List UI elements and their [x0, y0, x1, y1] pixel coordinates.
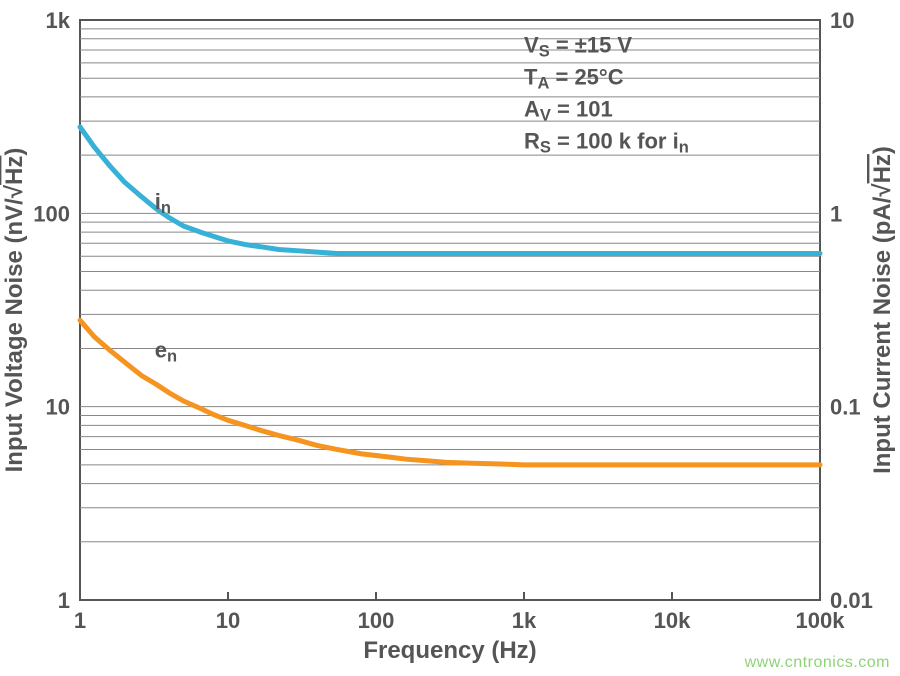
y-right-tick-label: 1: [830, 201, 842, 226]
series-label: en: [155, 337, 177, 365]
y-right-tick-label: 0.1: [830, 395, 861, 420]
noise-chart: inen1101001k10k100k1101001k0.010.1110Fre…: [0, 0, 900, 676]
chart-svg: inen1101001k10k100k1101001k0.010.1110Fre…: [0, 0, 900, 676]
plot-border: [80, 20, 820, 600]
y-right-axis-label: Input Current Noise (pA/√Hz): [869, 146, 896, 474]
series-e_n: [80, 320, 820, 465]
annotation-line: VS = ±15 V: [524, 33, 632, 61]
y-right-tick-label: 10: [830, 8, 854, 33]
annotation-line: AV = 101: [524, 97, 613, 125]
x-tick-label: 100: [358, 608, 395, 633]
series-label: in: [155, 189, 171, 217]
y-left-tick-label: 1k: [46, 8, 71, 33]
y-left-tick-label: 10: [46, 395, 70, 420]
annotation-line: TA = 25°C: [524, 65, 624, 93]
grid: [80, 29, 820, 600]
y-left-tick-label: 100: [33, 201, 70, 226]
x-tick-label: 10: [216, 608, 240, 633]
x-tick-label: 10k: [654, 608, 691, 633]
y-left-tick-label: 1: [58, 588, 70, 613]
y-right-tick-label: 0.01: [830, 588, 873, 613]
x-axis-label: Frequency (Hz): [363, 637, 536, 664]
y-left-axis-label: Input Voltage Noise (nV/√Hz): [1, 148, 28, 473]
x-tick-label: 1: [74, 608, 86, 633]
annotation-line: RS = 100 k for in: [524, 129, 689, 157]
watermark: www.cntronics.com: [745, 654, 890, 672]
series-i_n: [80, 127, 820, 254]
x-tick-label: 1k: [512, 608, 537, 633]
